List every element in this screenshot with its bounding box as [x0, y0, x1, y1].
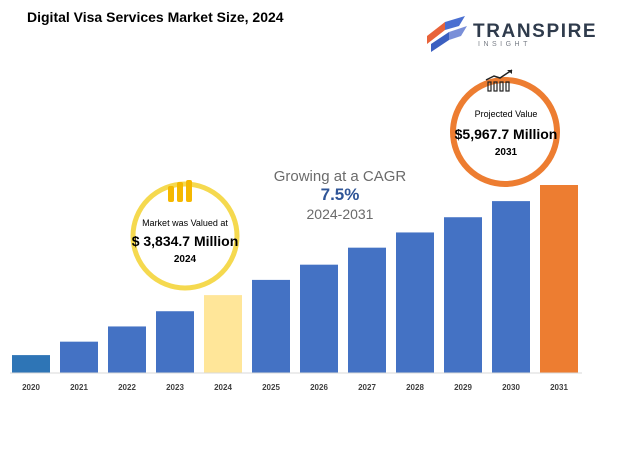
x-tick-2029: 2029 — [454, 383, 472, 392]
bar-2030 — [492, 201, 530, 373]
projected-callout-year: 2031 — [494, 147, 518, 158]
x-tick-2030: 2030 — [502, 383, 520, 392]
base-callout-year: 2024 — [173, 254, 197, 265]
bar-2023 — [156, 311, 194, 373]
bar-2022 — [108, 326, 146, 373]
cagr-period: 2024-2031 — [306, 206, 374, 222]
x-tick-2021: 2021 — [70, 383, 88, 392]
x-tick-2023: 2023 — [166, 383, 184, 392]
bar-2026 — [300, 264, 338, 373]
projected-callout-value: $5,967.7 Million — [454, 126, 558, 142]
logo-name: TRANSPIRE — [473, 21, 598, 42]
x-tick-2027: 2027 — [358, 383, 376, 392]
x-tick-2028: 2028 — [406, 383, 424, 392]
base-callout-value: $ 3,834.7 Million — [131, 233, 239, 249]
chart-title: Digital Visa Services Market Size, 2024 — [27, 9, 284, 25]
bar-2031 — [540, 185, 578, 373]
x-tick-2031: 2031 — [550, 383, 568, 392]
base-value-callout: Market was Valued at $ 3,834.7 Million 2… — [125, 218, 245, 265]
projected-value-callout: Projected Value $5,967.7 Million 2031 — [446, 109, 566, 158]
bar-2024 — [204, 295, 242, 373]
bar-2027 — [348, 247, 386, 373]
bar-2028 — [396, 232, 434, 373]
x-tick-2025: 2025 — [262, 383, 280, 392]
x-tick-2024: 2024 — [214, 383, 232, 392]
x-tick-2020: 2020 — [22, 383, 40, 392]
base-callout-ring — [130, 181, 240, 291]
bar-2020 — [12, 355, 50, 373]
bars-group — [12, 185, 578, 373]
base-callout-label: Market was Valued at — [142, 218, 228, 228]
cagr-value: 7.5% — [320, 185, 360, 204]
projected-callout-ring — [450, 77, 560, 187]
bar-2025 — [252, 279, 290, 373]
coins-icon — [168, 180, 192, 202]
bar-2029 — [444, 217, 482, 373]
projected-callout-label: Projected Value — [474, 109, 538, 119]
x-tick-labels: 2020 2021 2022 2023 2024 2025 2026 2027 2028 2029… — [22, 383, 568, 392]
logo-subtitle: INSIGHT — [478, 41, 531, 48]
x-tick-2022: 2022 — [118, 383, 136, 392]
bar-2021 — [60, 341, 98, 373]
transpire-logo-icon — [427, 16, 467, 52]
x-tick-2026: 2026 — [310, 383, 328, 392]
growth-chart-icon — [485, 69, 513, 92]
cagr-text: Growing at a CAGR — [273, 168, 407, 185]
